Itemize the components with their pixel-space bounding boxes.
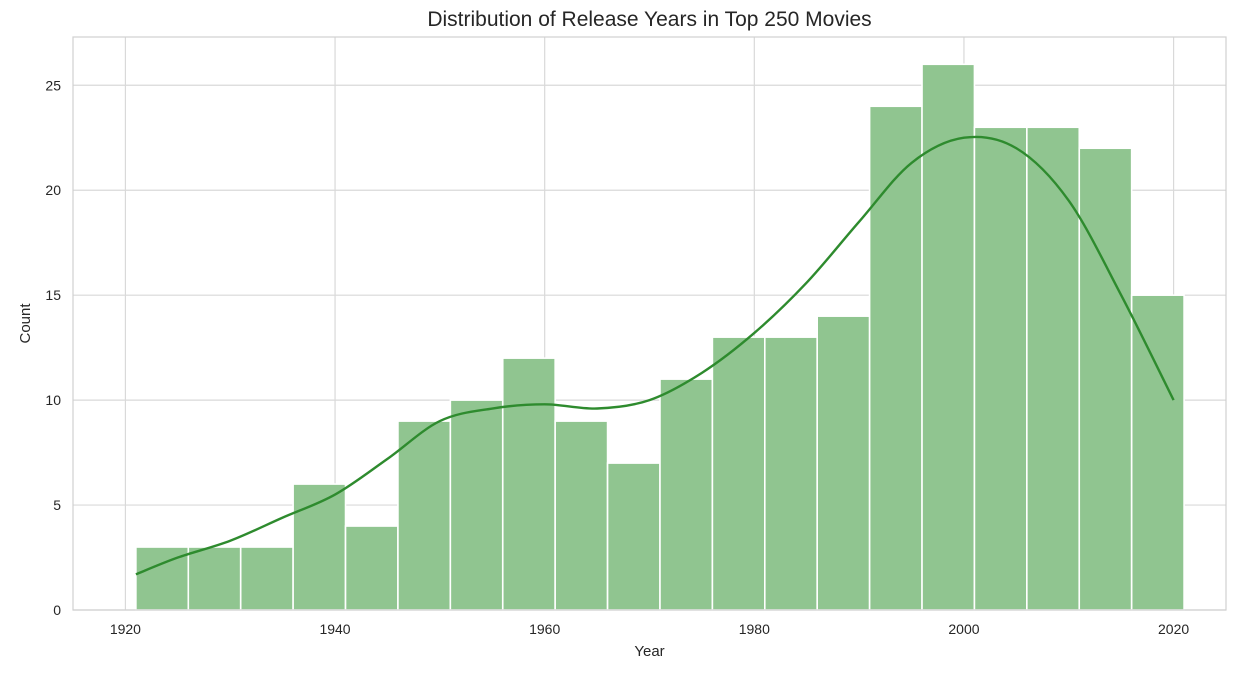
- histogram-bar: [554, 420, 609, 611]
- histogram-bar: [449, 399, 504, 611]
- y-axis-title: Count: [17, 303, 34, 344]
- x-tick-label: 1980: [739, 621, 770, 637]
- histogram-bar: [711, 336, 766, 611]
- kde-layer: [135, 135, 1175, 576]
- ticks-layer: 1920 1940 1960 1980 2000 2020 0 5 10 15 20 25: [45, 77, 1189, 637]
- plot-frame: [72, 36, 1227, 611]
- histogram-bar: [606, 462, 661, 611]
- bars-layer: [135, 63, 1185, 611]
- histogram-bar: [187, 546, 242, 611]
- x-axis-title: Year: [634, 643, 664, 660]
- y-tick-label: 5: [53, 497, 61, 513]
- x-tick-label: 2020: [1158, 621, 1189, 637]
- histogram-bar: [344, 525, 399, 611]
- histogram-bar: [659, 378, 714, 611]
- histogram-bar: [763, 336, 819, 611]
- histogram-bar: [1078, 147, 1133, 611]
- x-tick-label: 1920: [110, 621, 141, 637]
- histogram-bar: [816, 315, 871, 611]
- y-tick-label: 20: [45, 182, 61, 198]
- histogram-bar: [239, 546, 294, 611]
- histogram-bar: [292, 483, 347, 611]
- x-tick-label: 1940: [319, 621, 350, 637]
- y-tick-label: 15: [45, 287, 61, 303]
- histogram-bar: [1026, 126, 1081, 611]
- kde-curve: [135, 135, 1175, 576]
- y-tick-label: 10: [45, 392, 61, 408]
- histogram-bar: [973, 126, 1028, 611]
- histogram-bar: [501, 357, 556, 611]
- histogram-bar: [1130, 294, 1185, 611]
- histogram-bar: [921, 63, 976, 611]
- histogram-bar: [397, 420, 452, 611]
- x-tick-label: 1960: [529, 621, 560, 637]
- y-tick-label: 0: [53, 602, 61, 618]
- y-tick-label: 25: [45, 77, 61, 93]
- histogram-bar: [868, 105, 923, 611]
- chart-title: Distribution of Release Years in Top 250…: [427, 8, 871, 31]
- x-tick-label: 2000: [948, 621, 979, 637]
